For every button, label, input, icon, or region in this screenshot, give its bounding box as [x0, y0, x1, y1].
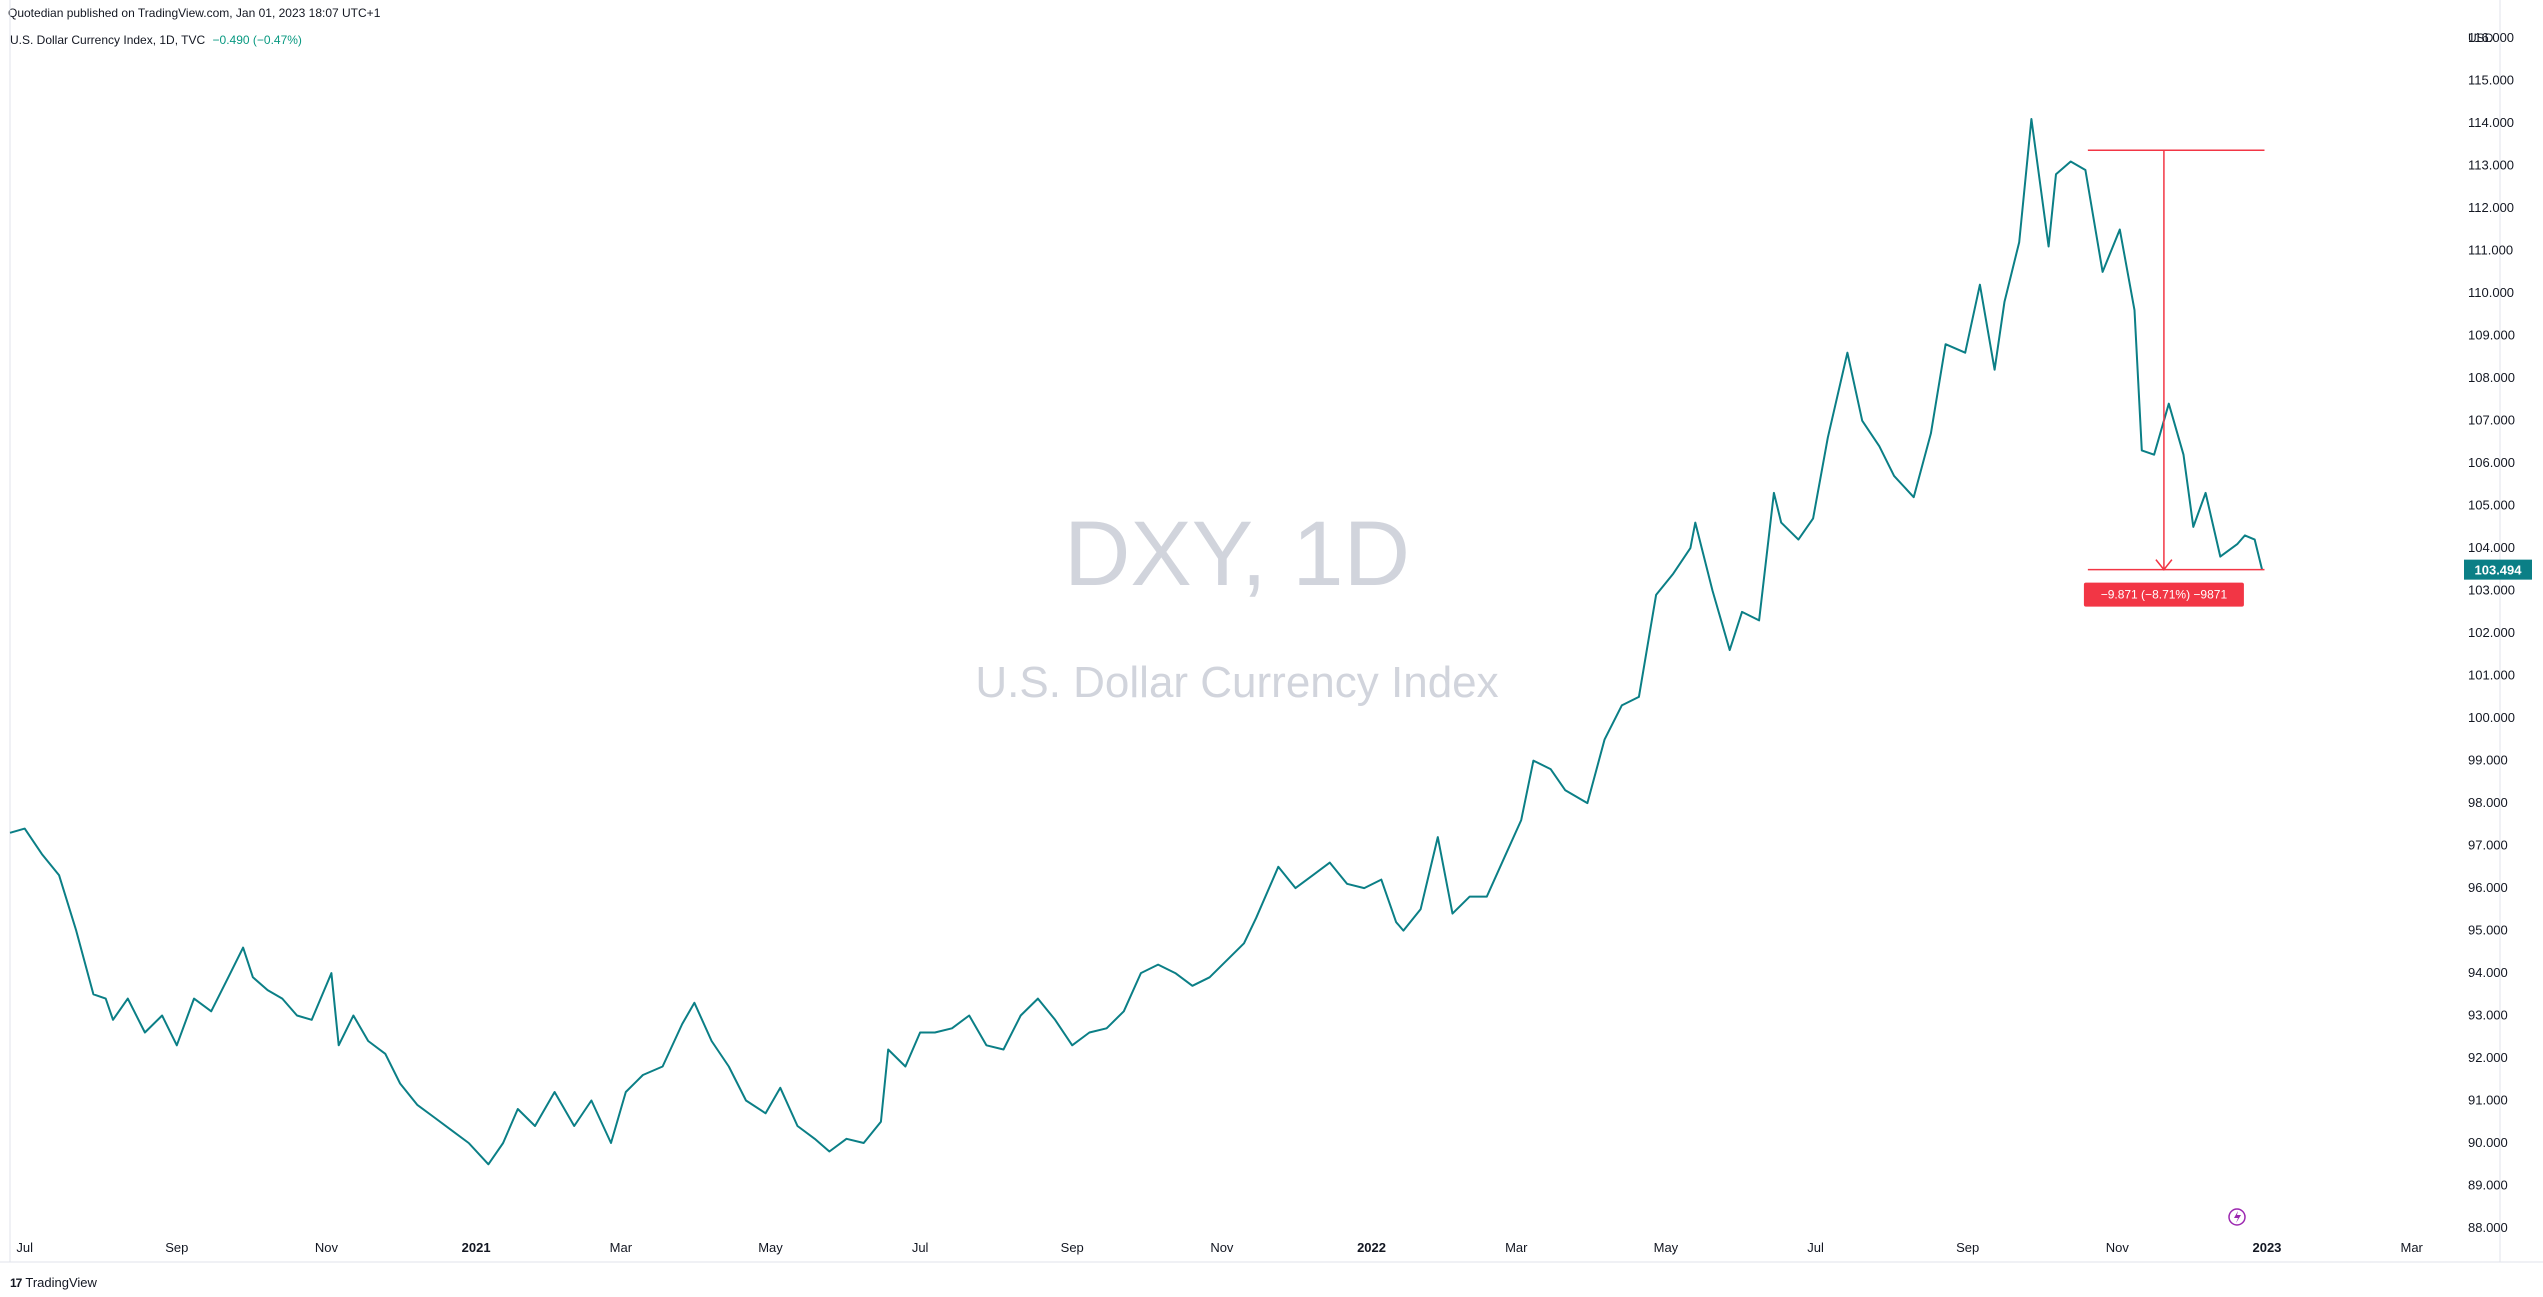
- y-axis[interactable]: USD 88.000 89.000 90.000 91.000 92.000 93.000 9…: [2464, 30, 2532, 1235]
- measure-tool[interactable]: −9.871 (−8.71%) −9871: [2083, 149, 2265, 607]
- x-tick-label: Jul: [912, 1240, 929, 1255]
- y-tick-label: 90.000: [2468, 1135, 2508, 1150]
- watermark-name: U.S. Dollar Currency Index: [975, 658, 1498, 707]
- tradingview-logo-icon: 17: [10, 1275, 22, 1290]
- y-tick-label: 110.000: [2468, 285, 2514, 300]
- y-tick-label: 98.000: [2468, 795, 2508, 810]
- series-layer: [9, 118, 2263, 1166]
- events-marker[interactable]: [2228, 1208, 2246, 1226]
- y-tick-label: 111.000: [2468, 243, 2513, 258]
- y-tick-label: 103.000: [2468, 583, 2515, 598]
- y-tick-label: 115.000: [2468, 73, 2514, 88]
- brand-label: TradingView: [25, 1275, 97, 1290]
- tradingview-brand[interactable]: 17 TradingView: [10, 1275, 97, 1290]
- x-tick-label: 2021: [462, 1240, 491, 1255]
- measure-arrow-head: [2155, 559, 2173, 571]
- x-tick-label: Mar: [1505, 1240, 1528, 1255]
- y-tick-label: 89.000: [2468, 1178, 2508, 1193]
- published-note: Quotedian published on TradingView.com, …: [8, 6, 381, 20]
- y-axis-currency: USD: [2468, 31, 2494, 45]
- measure-label-box[interactable]: [2083, 582, 2244, 607]
- y-tick-label: 101.000: [2468, 668, 2515, 683]
- y-tick-label: 99.000: [2468, 753, 2508, 768]
- x-tick-label: 2022: [1357, 1240, 1386, 1255]
- y-tick-label: 97.000: [2468, 838, 2508, 853]
- y-tick-label: 113.000: [2468, 158, 2514, 173]
- y-tick-label: 112.000: [2468, 200, 2514, 215]
- x-tick-label: Jul: [16, 1240, 33, 1255]
- legend-title: U.S. Dollar Currency Index, 1D, TVC: [10, 33, 206, 47]
- x-tick-label: Jul: [1807, 1240, 1824, 1255]
- x-axis[interactable]: Jul Sep Nov 2021 Mar May Jul Sep Nov 2022 Mar May Ju…: [16, 1240, 2423, 1255]
- y-tick-label: 116.000: [2468, 30, 2514, 45]
- x-tick-label: Sep: [1956, 1240, 1979, 1255]
- y-tick-label: 96.000: [2468, 880, 2508, 895]
- last-price-label: 103.494: [2475, 563, 2523, 578]
- dxy-price-line[interactable]: [9, 118, 2263, 1166]
- x-tick-label: Nov: [1210, 1240, 1234, 1255]
- y-tick-label: 106.000: [2468, 455, 2515, 470]
- x-tick-label: Sep: [1061, 1240, 1084, 1255]
- x-tick-label: 2023: [2252, 1240, 2281, 1255]
- y-tick-label: 91.000: [2468, 1093, 2508, 1108]
- measure-label: −9.871 (−8.71%) −9871: [2101, 588, 2228, 602]
- lightning-icon[interactable]: [2228, 1208, 2246, 1226]
- x-tick-label: Nov: [315, 1240, 339, 1255]
- y-tick-label: 92.000: [2468, 1050, 2508, 1065]
- x-tick-label: Sep: [165, 1240, 188, 1255]
- legend-change: −0.490 (−0.47%): [212, 33, 302, 47]
- x-tick-label: May: [1654, 1240, 1679, 1255]
- x-tick-label: Mar: [2400, 1240, 2423, 1255]
- x-tick-label: May: [758, 1240, 783, 1255]
- y-tick-label: 100.000: [2468, 710, 2515, 725]
- y-tick-label: 104.000: [2468, 540, 2515, 555]
- y-tick-label: 109.000: [2468, 328, 2515, 343]
- series-legend[interactable]: U.S. Dollar Currency Index, 1D, TVC −0.4…: [10, 33, 302, 47]
- y-tick-label: 94.000: [2468, 965, 2508, 980]
- y-tick-label: 95.000: [2468, 923, 2508, 938]
- y-tick-label: 102.000: [2468, 625, 2515, 640]
- x-tick-label: Nov: [2106, 1240, 2130, 1255]
- watermark-symbol: DXY, 1D: [1064, 503, 1410, 605]
- y-tick-label: 93.000: [2468, 1008, 2508, 1023]
- x-tick-label: Mar: [610, 1240, 633, 1255]
- lightning-bolt: [2234, 1211, 2241, 1223]
- y-tick-label: 88.000: [2468, 1220, 2508, 1235]
- y-tick-label: 114.000: [2468, 115, 2514, 130]
- y-tick-label: 107.000: [2468, 413, 2515, 428]
- y-tick-label: 108.000: [2468, 370, 2515, 385]
- last-price-badge[interactable]: [2464, 559, 2532, 580]
- y-tick-label: 105.000: [2468, 498, 2515, 513]
